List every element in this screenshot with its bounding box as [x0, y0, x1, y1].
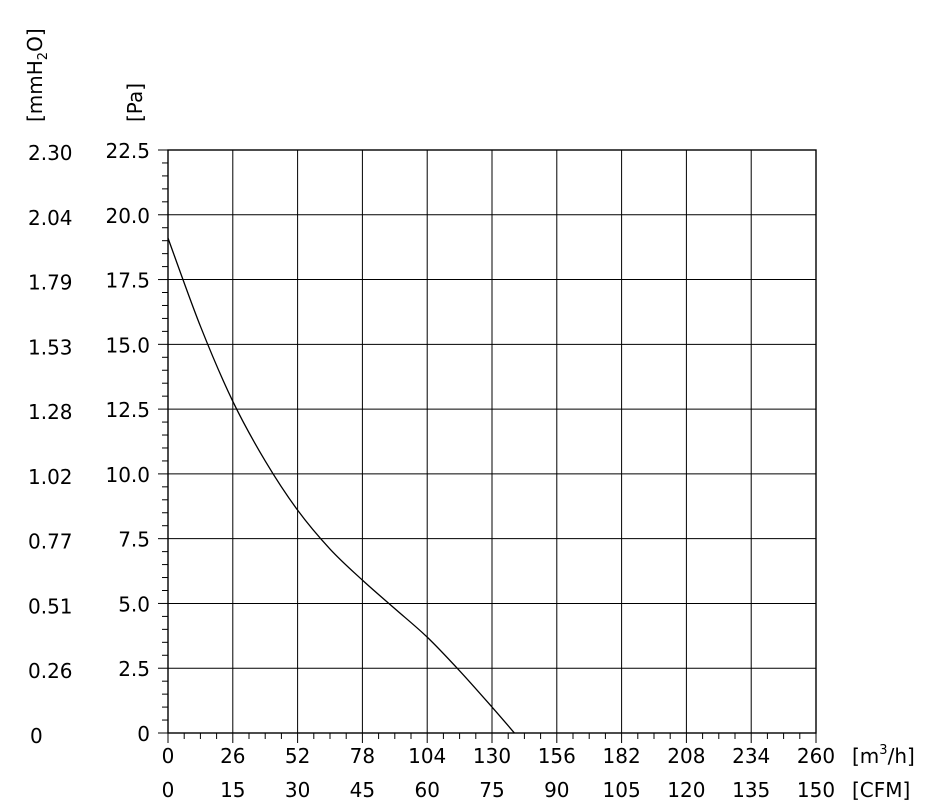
y-axis-pa-tick-labels: 0 2.5 5.0 7.5 10.0 12.5 15.0 17.5 20.0 22.5: [105, 139, 150, 746]
x-tick-label-m3h: 234: [732, 744, 770, 768]
x-axis-cfm-tick-labels: 0 15 30 45 60 75 90 105 120 135 150: [162, 778, 835, 802]
x-tick-label-m3h: 104: [408, 744, 446, 768]
y-tick-label-pa: 12.5: [105, 398, 150, 422]
minor-ticks: [158, 149, 817, 743]
x-tick-label-cfm: 60: [414, 778, 439, 802]
x-tick-label-cfm: 150: [797, 778, 835, 802]
x-tick-label-m3h: 182: [603, 744, 641, 768]
y-tick-label-pa: 17.5: [105, 269, 150, 293]
y-tick-label-pa: 7.5: [118, 528, 150, 552]
x-tick-label-cfm: 90: [544, 778, 569, 802]
x-tick-label-m3h: 52: [285, 744, 310, 768]
y-tick-label-mmh2o: 2.30: [28, 141, 73, 165]
y-tick-label-mmh2o: 1.02: [28, 465, 73, 489]
x-tick-label-m3h: 208: [667, 744, 705, 768]
curve-layer: [167, 237, 515, 734]
x-tick-label-cfm: 75: [479, 778, 504, 802]
y-axis-mmh2o-unit: [mmH2O]: [23, 28, 51, 122]
y-tick-label-pa: 15.0: [105, 333, 150, 357]
y-axis-pa-unit: [Pa]: [123, 83, 147, 122]
x-tick-label-cfm: 45: [350, 778, 375, 802]
y-tick-label-pa: 10.0: [105, 463, 150, 487]
y-tick-label-mmh2o: 1.79: [28, 271, 73, 295]
x-tick-label-cfm: 30: [285, 778, 310, 802]
x-tick-label-m3h: 26: [220, 744, 245, 768]
x-tick-label-cfm: 15: [220, 778, 245, 802]
y-tick-label-pa: 20.0: [105, 204, 150, 228]
y-tick-label-pa: 5.0: [118, 592, 150, 616]
y-axis-mmh2o-tick-labels: 0 0.26 0.51 0.77 1.02 1.28 1.53 1.79 2.04 2.30: [28, 141, 73, 748]
x-axis-m3h-unit: [m3/h]: [852, 743, 915, 768]
y-tick-label-pa: 0: [137, 722, 150, 746]
x-tick-label-cfm: 120: [667, 778, 705, 802]
grid: [168, 150, 816, 733]
plot-frame: [167, 149, 817, 734]
plot-border: [167, 149, 817, 734]
x-axis-cfm-unit: [CFM]: [852, 778, 910, 802]
x-tick-label-cfm: 105: [603, 778, 641, 802]
y-tick-label-pa: 22.5: [105, 139, 150, 163]
y-tick-label-pa: 2.5: [118, 657, 150, 681]
y-tick-label-mmh2o: 2.04: [28, 206, 73, 230]
y-tick-label-mmh2o: 0: [30, 724, 43, 748]
x-tick-label-m3h: 260: [797, 744, 835, 768]
pressure-curve: [167, 237, 515, 734]
y-tick-label-mmh2o: 1.28: [28, 400, 73, 424]
y-tick-label-mmh2o: 0.77: [28, 530, 73, 554]
x-tick-label-m3h: 78: [350, 744, 375, 768]
y-tick-label-mmh2o: 0.51: [28, 594, 73, 618]
y-tick-label-mmh2o: 0.26: [28, 659, 73, 683]
x-axis-m3h-tick-labels: 0 26 52 78 104 130 156 182 208 234 260: [162, 744, 835, 768]
x-tick-label-cfm: 135: [732, 778, 770, 802]
x-tick-label-m3h: 0: [162, 744, 175, 768]
x-tick-label-m3h: 130: [473, 744, 511, 768]
x-tick-label-cfm: 0: [162, 778, 175, 802]
x-tick-label-m3h: 156: [538, 744, 576, 768]
y-tick-label-mmh2o: 1.53: [28, 335, 73, 359]
